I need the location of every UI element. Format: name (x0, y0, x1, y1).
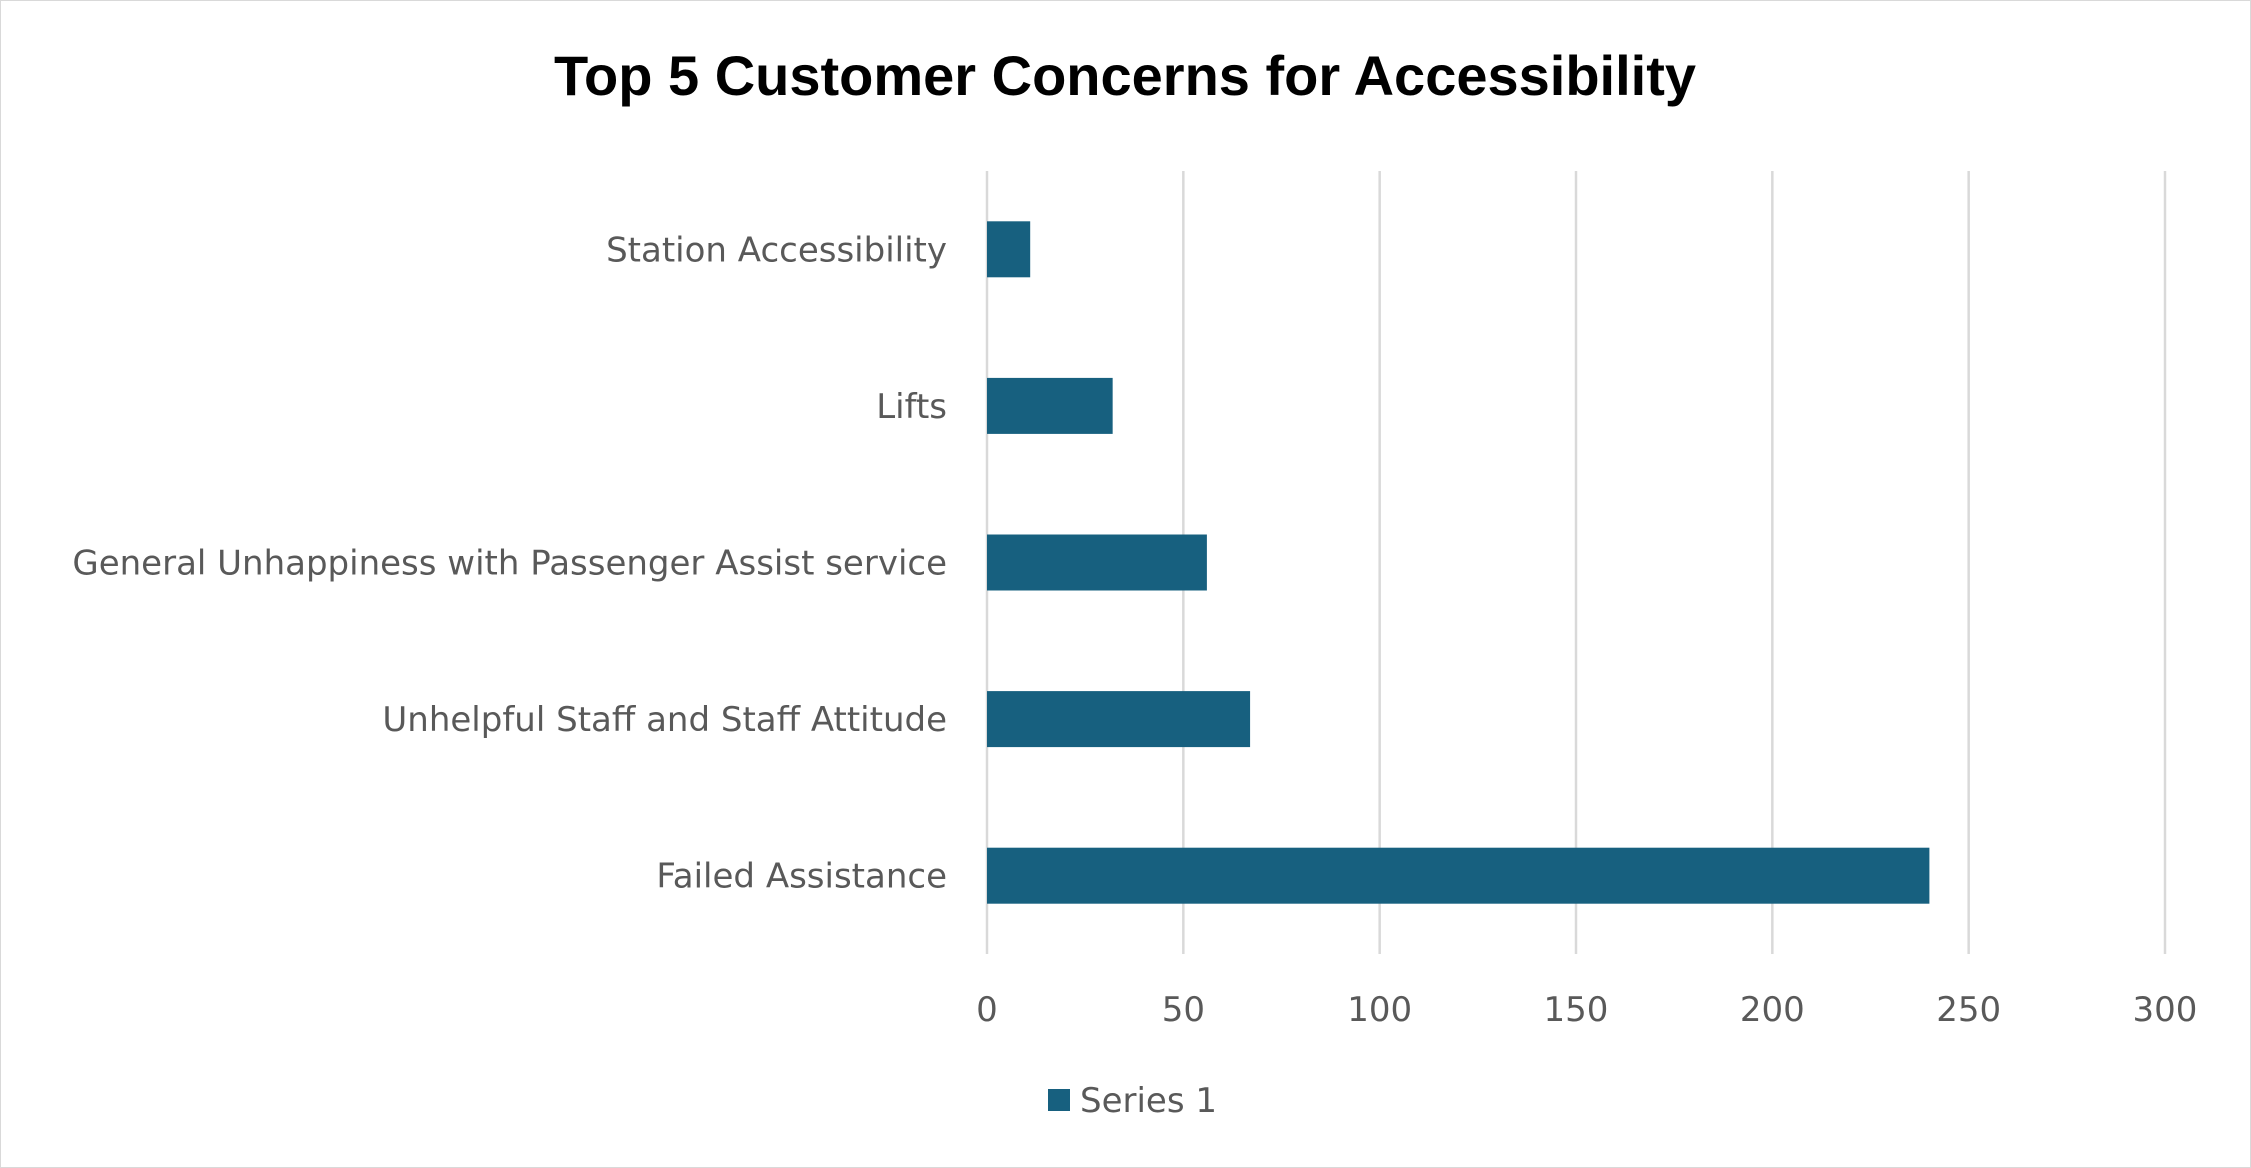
gridlines (985, 171, 2167, 954)
legend-label-series-1: Series 1 (1080, 1081, 1217, 1121)
bar-failed-assistance (987, 847, 1930, 904)
legend: Series 1 (1048, 1081, 1217, 1121)
bar-lifts (987, 377, 1113, 434)
bars (987, 221, 1930, 904)
category-label: Unhelpful Staff and Staff Attitude (382, 700, 947, 740)
bar-station-accessibility (987, 221, 1031, 278)
x-tick-label-50: 50 (1162, 990, 1205, 1030)
x-tick-label-250: 250 (1936, 990, 2001, 1030)
category-label: Station Accessibility (606, 230, 947, 270)
bar-unhelpful-staff-and-staff-attitude (987, 691, 1251, 748)
category-label: Failed Assistance (656, 857, 947, 897)
x-axis-tick-labels: 0 50 100 150 200 250 300 (976, 990, 2197, 1030)
category-labels: Station Accessibility Lifts General Unhapp… (72, 230, 947, 896)
x-tick-label-100: 100 (1347, 990, 1412, 1030)
x-tick-label-300: 300 (2133, 990, 2198, 1030)
category-label: Lifts (876, 387, 947, 427)
x-tick-label-0: 0 (976, 990, 998, 1030)
chart-title: Top 5 Customer Concerns for Accessibilit… (554, 44, 1696, 107)
bar-general-unhappiness-with-passenger-assist-service (987, 534, 1207, 591)
category-label: General Unhappiness with Passenger Assis… (72, 544, 947, 584)
x-tick-label-150: 150 (1544, 990, 1609, 1030)
legend-swatch (1048, 1089, 1070, 1111)
x-tick-label-200: 200 (1740, 990, 1805, 1030)
